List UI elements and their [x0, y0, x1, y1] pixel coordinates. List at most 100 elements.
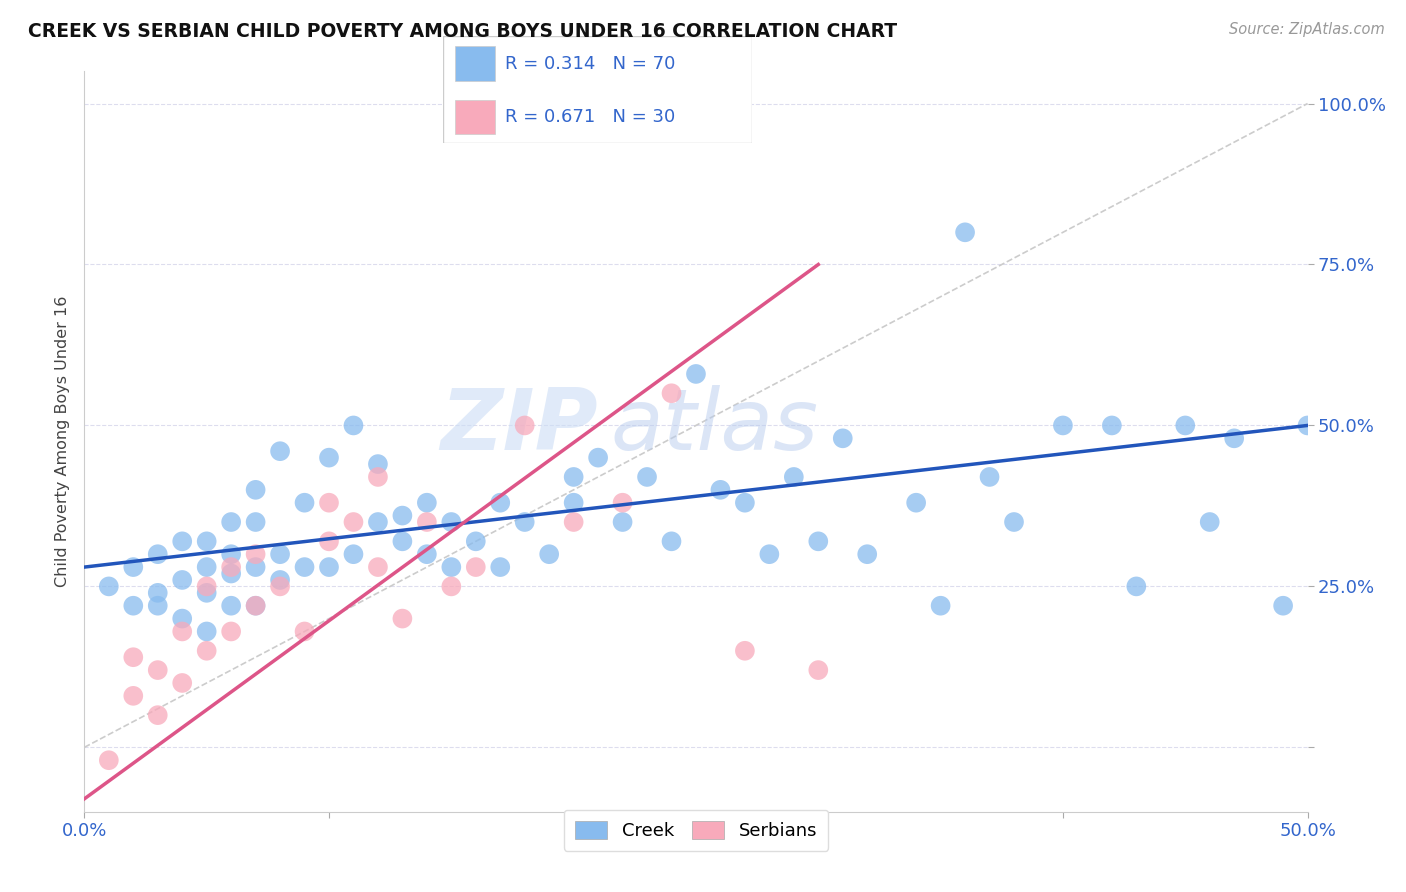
- Text: R = 0.671   N = 30: R = 0.671 N = 30: [505, 108, 675, 126]
- Text: Source: ZipAtlas.com: Source: ZipAtlas.com: [1229, 22, 1385, 37]
- Point: [734, 496, 756, 510]
- Point: [195, 534, 218, 549]
- Point: [367, 560, 389, 574]
- Point: [219, 515, 242, 529]
- Point: [979, 470, 1001, 484]
- Point: [122, 689, 145, 703]
- Point: [294, 496, 316, 510]
- Point: [513, 515, 536, 529]
- Point: [172, 611, 194, 625]
- FancyBboxPatch shape: [443, 36, 752, 143]
- Point: [562, 470, 585, 484]
- Point: [1052, 418, 1074, 433]
- Point: [269, 444, 291, 458]
- Point: [929, 599, 952, 613]
- Point: [146, 547, 169, 561]
- Point: [734, 644, 756, 658]
- Point: [440, 579, 463, 593]
- Point: [269, 579, 291, 593]
- Point: [416, 547, 439, 561]
- Point: [122, 560, 145, 574]
- Point: [562, 515, 585, 529]
- Point: [489, 496, 512, 510]
- Point: [245, 599, 267, 613]
- Y-axis label: Child Poverty Among Boys Under 16: Child Poverty Among Boys Under 16: [55, 296, 70, 587]
- Point: [636, 470, 658, 484]
- Point: [146, 708, 169, 723]
- Point: [856, 547, 879, 561]
- Point: [489, 560, 512, 574]
- Point: [245, 483, 267, 497]
- Point: [538, 547, 561, 561]
- Point: [661, 534, 683, 549]
- Text: atlas: atlas: [610, 385, 818, 468]
- Point: [172, 534, 194, 549]
- Point: [146, 663, 169, 677]
- Point: [905, 496, 928, 510]
- Point: [758, 547, 780, 561]
- Point: [612, 515, 634, 529]
- Point: [97, 753, 120, 767]
- Point: [219, 560, 242, 574]
- Point: [318, 534, 340, 549]
- Point: [440, 515, 463, 529]
- Point: [416, 496, 439, 510]
- Point: [269, 573, 291, 587]
- Point: [342, 515, 364, 529]
- Point: [586, 450, 609, 465]
- Point: [172, 624, 194, 639]
- Point: [1272, 599, 1295, 613]
- Point: [391, 534, 413, 549]
- Point: [219, 599, 242, 613]
- Legend: Creek, Serbians: Creek, Serbians: [564, 810, 828, 851]
- Point: [1125, 579, 1147, 593]
- Point: [245, 547, 267, 561]
- Text: R = 0.314   N = 70: R = 0.314 N = 70: [505, 54, 675, 72]
- Point: [661, 386, 683, 401]
- Point: [318, 450, 340, 465]
- Point: [685, 367, 707, 381]
- FancyBboxPatch shape: [456, 100, 495, 134]
- Point: [219, 566, 242, 581]
- Point: [709, 483, 731, 497]
- Point: [294, 560, 316, 574]
- Point: [1174, 418, 1197, 433]
- Point: [367, 457, 389, 471]
- Point: [269, 547, 291, 561]
- Point: [146, 599, 169, 613]
- Point: [831, 431, 853, 445]
- Point: [195, 586, 218, 600]
- Point: [146, 586, 169, 600]
- Point: [195, 579, 218, 593]
- Point: [172, 676, 194, 690]
- Point: [1223, 431, 1246, 445]
- Point: [464, 560, 486, 574]
- Point: [391, 611, 413, 625]
- Point: [122, 599, 145, 613]
- Point: [1002, 515, 1025, 529]
- Point: [97, 579, 120, 593]
- Point: [416, 515, 439, 529]
- Point: [122, 650, 145, 665]
- Point: [391, 508, 413, 523]
- Point: [1101, 418, 1123, 433]
- Point: [219, 547, 242, 561]
- Point: [562, 496, 585, 510]
- Point: [195, 644, 218, 658]
- Point: [612, 496, 634, 510]
- Point: [318, 496, 340, 510]
- Point: [219, 624, 242, 639]
- Point: [807, 534, 830, 549]
- Point: [195, 560, 218, 574]
- Point: [513, 418, 536, 433]
- Text: CREEK VS SERBIAN CHILD POVERTY AMONG BOYS UNDER 16 CORRELATION CHART: CREEK VS SERBIAN CHILD POVERTY AMONG BOY…: [28, 22, 897, 41]
- Point: [342, 418, 364, 433]
- Point: [245, 560, 267, 574]
- Point: [783, 470, 806, 484]
- Point: [245, 515, 267, 529]
- Point: [1296, 418, 1319, 433]
- Point: [1198, 515, 1220, 529]
- Point: [342, 547, 364, 561]
- Point: [807, 663, 830, 677]
- Point: [318, 560, 340, 574]
